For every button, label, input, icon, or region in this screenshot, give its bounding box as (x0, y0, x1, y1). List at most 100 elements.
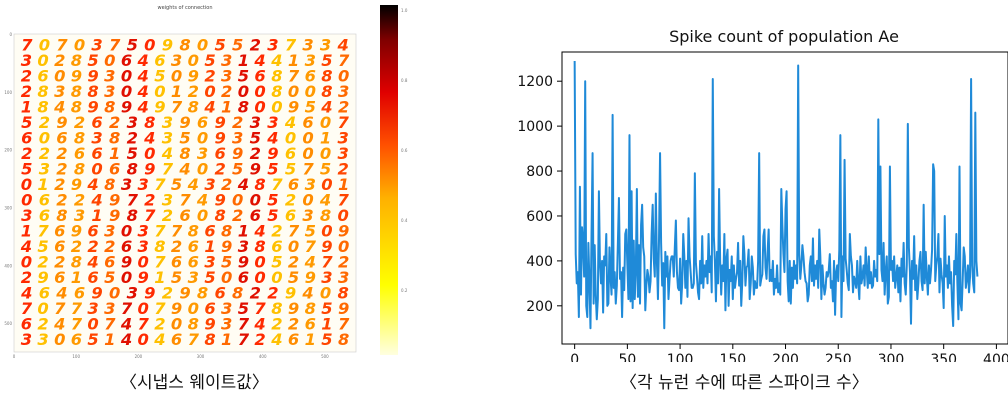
weight-digit-cell: 5 (221, 253, 232, 272)
weight-digit-cell: 5 (320, 160, 331, 179)
weight-digit-cell: 5 (321, 51, 332, 70)
weight-digit-cell: 0 (221, 268, 232, 287)
weight-digit-cell: 8 (321, 82, 332, 101)
heatmap-x-tick-label: 0 (13, 354, 16, 359)
weight-digit-cell: 7 (154, 175, 166, 194)
weight-digit-cell: 8 (238, 98, 249, 117)
weight-digit-cell: 7 (288, 222, 300, 241)
weight-digit-cell: 2 (288, 253, 299, 272)
weight-digit-cell: 4 (20, 284, 32, 303)
weight-digit-cell: 0 (271, 98, 282, 117)
plot-area-frame (561, 51, 1008, 345)
weight-digit-cell: 9 (144, 160, 155, 179)
weight-digit-cell: 2 (39, 144, 50, 163)
weight-digit-cell: 3 (267, 36, 278, 55)
weight-digit-cell: 3 (338, 144, 349, 163)
weight-digit-cell: 7 (271, 175, 283, 194)
weight-digit-cell: 7 (238, 330, 250, 349)
weight-digit-cell: 2 (21, 268, 32, 287)
weight-digit-cell: 1 (71, 268, 82, 287)
x-tick-label: 200 (772, 352, 799, 362)
weight-digit-cell: 0 (37, 299, 48, 318)
weight-digit-cell: 2 (250, 144, 261, 163)
weight-digit-cell: 0 (188, 51, 199, 70)
weight-digit-cell: 6 (197, 113, 208, 132)
weight-digit-cell: 9 (171, 299, 182, 318)
weight-digit-cell: 8 (74, 160, 85, 179)
heatmap-y-tick-label: 300 (4, 206, 12, 211)
weight-digit-cell: 1 (204, 237, 215, 256)
weight-digit-cell: 6 (188, 237, 199, 256)
weight-digit-cell: 8 (271, 82, 282, 101)
weight-digit-cell: 2 (87, 237, 98, 256)
weight-digit-cell: 4 (120, 315, 132, 334)
weight-digit-cell: 5 (87, 330, 98, 349)
weight-digit-cell: 0 (254, 82, 265, 101)
weight-digit-cell: 5 (204, 268, 215, 287)
weight-digit-cell: 9 (71, 222, 82, 241)
weight-digit-cell: 5 (21, 113, 32, 132)
weight-digit-cell: 9 (121, 253, 132, 272)
weight-digit-cell: 8 (87, 82, 98, 101)
weight-digit-cell: 6 (39, 191, 50, 210)
weight-digit-cell: 6 (71, 330, 82, 349)
chart-title: Spike count of population Ae (669, 27, 899, 46)
weight-digit-cell: 3 (37, 330, 48, 349)
weight-digit-cell: 8 (254, 237, 265, 256)
weight-digit-cell: 0 (138, 299, 149, 318)
weight-digit-cell: 3 (39, 160, 50, 179)
weight-digit-cell: 3 (127, 113, 138, 132)
weight-digit-cell: 7 (37, 222, 49, 241)
weight-digit-cell: 3 (221, 299, 232, 318)
heatmap-y-tick-label: 400 (4, 263, 12, 268)
weight-digit-cell: 0 (204, 82, 215, 101)
weight-digit-cell: 0 (138, 330, 149, 349)
weight-digit-cell: 4 (90, 191, 102, 210)
colorbar (380, 5, 398, 355)
weight-digit-cell: 2 (338, 160, 349, 179)
colorbar-tick-label: 1.0 (401, 8, 408, 13)
weight-digit-cell: 4 (270, 330, 282, 349)
weight-digit-cell: 0 (320, 113, 331, 132)
weight-digit-cell: 6 (179, 206, 190, 225)
weight-digit-cell: 7 (54, 299, 66, 318)
weight-digit-cell: 8 (104, 98, 115, 117)
y-tick-label: 800 (526, 164, 553, 180)
weight-digit-cell: 3 (232, 129, 243, 148)
weight-digit-cell: 9 (267, 144, 278, 163)
x-tick-label: 350 (930, 352, 957, 362)
weight-digit-cell: 0 (154, 82, 165, 101)
weight-digit-cell: 3 (21, 206, 32, 225)
weight-digit-cell: 2 (221, 175, 232, 194)
weight-digit-cell: 9 (215, 129, 226, 148)
weight-digit-cell: 6 (204, 222, 215, 241)
heatmap-y-tick-label: 0 (9, 32, 12, 37)
weight-digit-cell: 2 (338, 98, 349, 117)
weight-digit-cell: 0 (302, 144, 313, 163)
weight-digit-cell: 8 (204, 330, 215, 349)
weight-digit-cell: 7 (71, 299, 83, 318)
weight-digit-cell: 6 (37, 67, 48, 86)
heatmap-y-tick-label: 200 (4, 148, 12, 153)
weight-digit-cell: 3 (221, 67, 232, 86)
weight-digit-cell: 5 (288, 268, 299, 287)
x-tick-label: 0 (570, 352, 579, 362)
weight-digit-cell: 6 (285, 144, 296, 163)
weight-digit-cell: 2 (74, 113, 85, 132)
weight-digit-cell: 9 (288, 299, 299, 318)
weight-digit-cell: 6 (154, 51, 165, 70)
weight-digit-cell: 0 (144, 144, 155, 163)
weight-digit-cell: 6 (87, 268, 98, 287)
weight-digit-cell: 7 (238, 315, 250, 334)
colorbar-tick-label: 0.6 (401, 148, 408, 153)
weight-digit-cell: 6 (54, 237, 65, 256)
weight-digit-cell: 2 (162, 284, 173, 303)
weight-digit-cell: 6 (302, 113, 313, 132)
weight-digit-cell: 7 (302, 160, 314, 179)
weight-digit-cell: 9 (179, 284, 190, 303)
weight-digit-cell: 6 (121, 237, 132, 256)
weight-digit-cell: 6 (39, 284, 50, 303)
weight-digit-cell: 1 (288, 51, 299, 70)
weight-digit-cell: 6 (271, 237, 282, 256)
weight-digit-cell: 2 (232, 113, 243, 132)
